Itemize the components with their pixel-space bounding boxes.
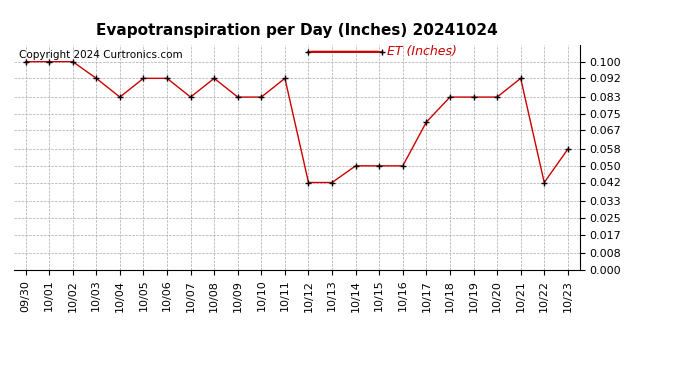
- Text: ET (Inches): ET (Inches): [387, 45, 457, 58]
- Text: Evapotranspiration per Day (Inches) 20241024: Evapotranspiration per Day (Inches) 2024…: [96, 22, 497, 38]
- Text: Copyright 2024 Curtronics.com: Copyright 2024 Curtronics.com: [19, 50, 183, 60]
